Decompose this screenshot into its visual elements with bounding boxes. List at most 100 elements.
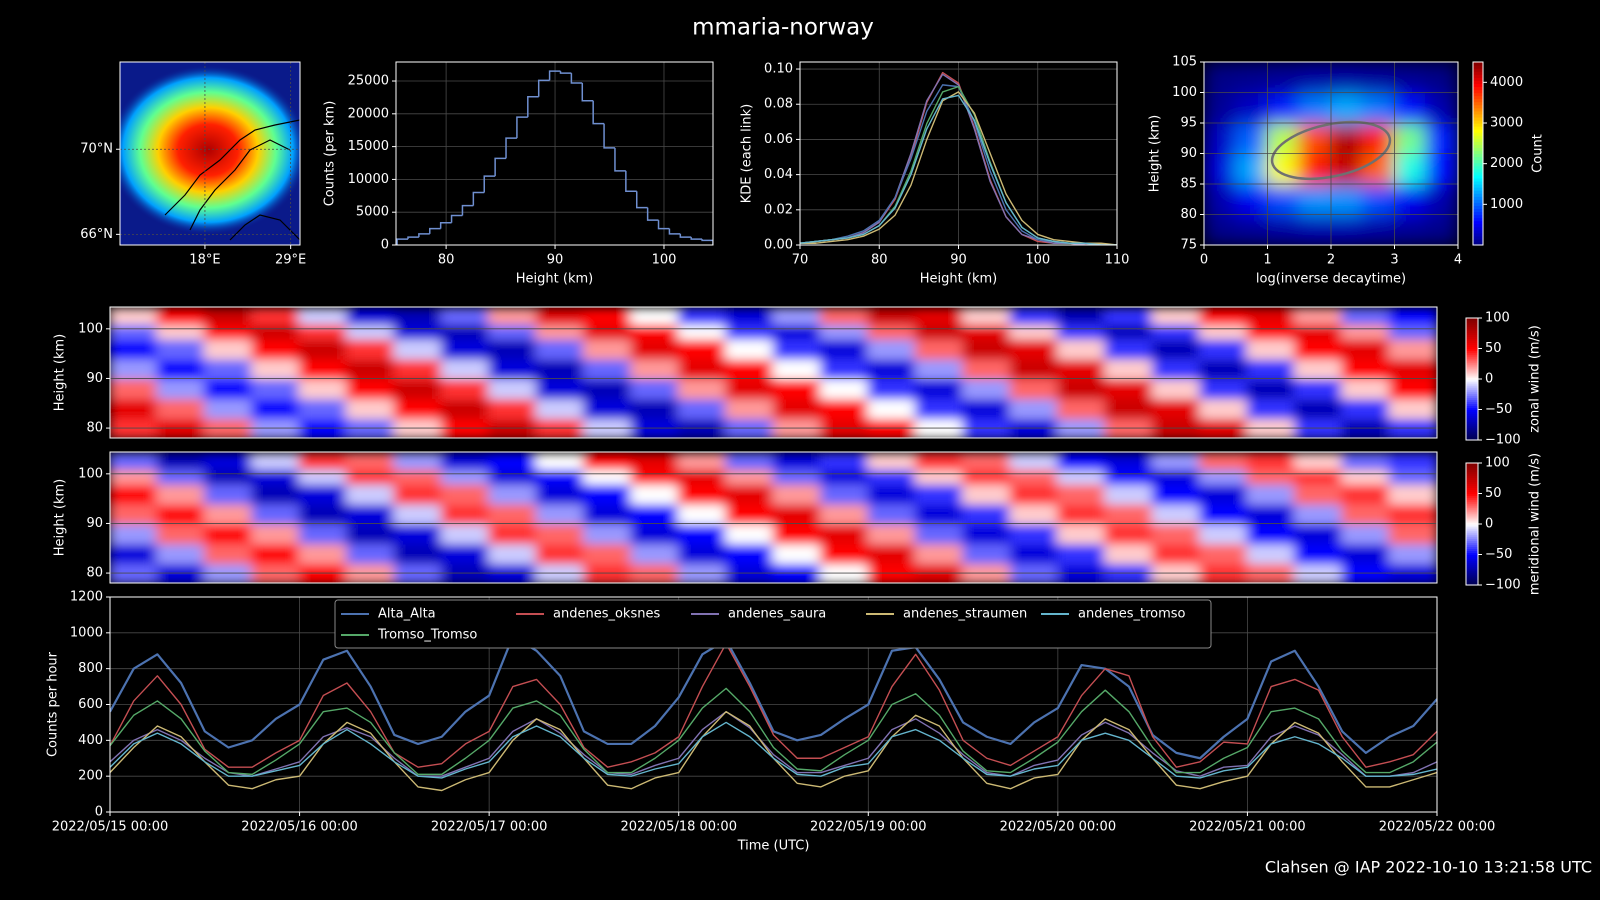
- heat-cell: [1341, 522, 1391, 545]
- heat-cell: [1246, 307, 1296, 325]
- heat-cell: [1388, 562, 1437, 583]
- histogram-bin: [505, 137, 517, 159]
- x-tick-label: 29°E: [275, 253, 306, 268]
- heat-cell: [1151, 522, 1202, 545]
- heat-cell: [1151, 377, 1202, 400]
- heat-cell: [725, 417, 775, 438]
- heat-cells: [110, 452, 1437, 583]
- heat-cell: [1361, 183, 1396, 216]
- y-tick-label: 66°N: [80, 227, 113, 242]
- heat-cell: [725, 562, 775, 583]
- heat-cell: [772, 482, 822, 505]
- heat-cell: [962, 562, 1012, 583]
- y-tick-label: 0.00: [764, 238, 793, 253]
- heat-cell: [772, 522, 822, 545]
- heat-cell: [535, 307, 585, 325]
- colorbar-step: [1473, 162, 1483, 167]
- heat-cell: [393, 562, 443, 583]
- heat-cell: [1425, 62, 1458, 94]
- colorbar-step: [1473, 202, 1483, 206]
- heat-cell: [298, 452, 348, 470]
- heat-cell: [772, 307, 822, 325]
- heat-cell: [1204, 183, 1237, 216]
- colorbar-label: Count: [1531, 134, 1546, 173]
- colorbar-step: [1473, 123, 1483, 127]
- heat-cell: [345, 502, 396, 525]
- heat-cell: [819, 397, 870, 420]
- heat-cell: [1341, 397, 1391, 420]
- colorbar-step: [1473, 116, 1483, 121]
- histogram-bin: [635, 191, 648, 209]
- colorbar-step: [1473, 187, 1483, 191]
- colorbar-step: [1473, 144, 1483, 148]
- heat-cell: [677, 397, 728, 420]
- colorbar-step: [1466, 530, 1478, 533]
- colorbar-step: [1466, 435, 1478, 439]
- series-line: [110, 721, 1437, 779]
- colorbar-step: [1466, 479, 1478, 482]
- y-tick-label: 25000: [348, 74, 389, 89]
- heat-cell: [1204, 152, 1237, 185]
- colorbar-step: [1473, 107, 1483, 112]
- heat-cell: [914, 377, 965, 400]
- heat-cell: [1293, 522, 1344, 545]
- density-blob: [120, 65, 300, 235]
- panel: 75 80 85 90 95 100 105 0 1 2 3 4 log(inverse decayti…: [1148, 55, 1546, 287]
- heat-cell: [488, 502, 538, 525]
- heat-cell: [440, 522, 491, 545]
- heat-cell: [1104, 562, 1154, 583]
- heat-cell: [488, 522, 538, 545]
- heat-cell: [1234, 213, 1269, 245]
- axes-frame: [109, 596, 1438, 813]
- heat-cell: [819, 542, 870, 565]
- heat-cell: [677, 307, 728, 325]
- series-line: [110, 642, 1437, 768]
- colorbar-step: [1473, 126, 1483, 130]
- heat-cell: [1246, 502, 1296, 525]
- heat-cell: [630, 502, 680, 525]
- heat-cell: [1056, 307, 1107, 325]
- colorbar-tick-label: 100: [1485, 456, 1510, 471]
- y-tick-label: 10000: [348, 172, 389, 187]
- histogram-bin: [570, 73, 583, 84]
- y-tick-label: 75: [1180, 238, 1197, 253]
- heat-cell: [298, 502, 348, 525]
- heat-cell: [393, 322, 443, 340]
- plot-area: [396, 62, 713, 245]
- heat-cell: [440, 562, 491, 583]
- histogram-bin: [418, 233, 430, 238]
- heat-cell: [1330, 183, 1364, 216]
- heat-cell: [1199, 322, 1249, 340]
- colorbar-step: [1473, 190, 1483, 194]
- heat-cell: [440, 307, 491, 325]
- heat-cell: [156, 502, 206, 525]
- heat-cell: [440, 502, 491, 525]
- heat-cell: [677, 522, 728, 545]
- heat-cell: [1388, 307, 1437, 325]
- heat-cell: [582, 377, 633, 400]
- heat-cell: [393, 377, 443, 400]
- series-line: [110, 635, 1437, 760]
- colorbar-tick-label: 2000: [1490, 156, 1523, 171]
- heat-cell: [1246, 337, 1296, 360]
- heat-cell: [582, 322, 633, 340]
- heat-cell: [393, 542, 443, 565]
- heat-cell: [298, 377, 348, 400]
- axes-frame: [395, 61, 714, 246]
- heat-cell: [677, 377, 728, 400]
- histogram-bin: [581, 82, 594, 102]
- colorbar-step: [1466, 354, 1478, 358]
- heat-cell: [110, 307, 159, 325]
- x-tick-label: 2022/05/20 00:00: [1000, 820, 1117, 835]
- colorbar-step: [1466, 550, 1478, 554]
- colorbar-step: [1466, 475, 1478, 478]
- heat-cell: [1246, 377, 1296, 400]
- heat-cell: [1199, 562, 1249, 583]
- heat-cell: [203, 542, 254, 565]
- colorbar-step: [1473, 220, 1483, 225]
- plot-area: [110, 452, 1437, 583]
- histogram-bin: [614, 147, 626, 172]
- colorbar-step: [1466, 524, 1478, 527]
- colorbar-tick-label: −100: [1485, 578, 1521, 593]
- heat-cell: [582, 467, 633, 485]
